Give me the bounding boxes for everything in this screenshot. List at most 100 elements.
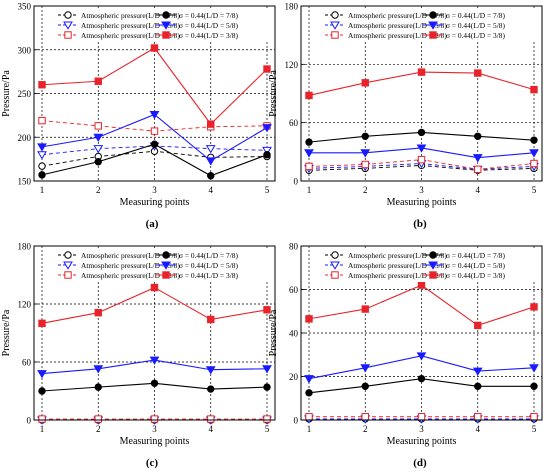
legend-label: σ = 0.44(L/D = 3/8) — [179, 271, 238, 280]
x-tick-label: 3 — [419, 424, 424, 434]
y-tick-label: 180 — [285, 2, 299, 12]
y-tick-label: 60 — [289, 118, 299, 128]
chart-panel-2: 0 60 120 180 1 2 3 4 5 Atmospheric pressure(L/D =… — [268, 2, 543, 230]
data-point — [304, 149, 314, 158]
series-4 — [38, 140, 271, 180]
x-axis-label: Measuring points — [387, 436, 457, 447]
data-point — [530, 413, 538, 421]
data-point — [474, 382, 482, 390]
data-point — [263, 415, 271, 423]
legend-marker — [162, 271, 170, 279]
data-point — [263, 151, 271, 159]
x-tick-label: 3 — [152, 185, 157, 195]
y-tick-label: 250 — [18, 89, 32, 99]
data-point — [360, 364, 371, 373]
data-point — [305, 315, 313, 323]
data-point — [149, 356, 160, 365]
data-point — [93, 145, 104, 154]
x-tick-label: 5 — [532, 185, 537, 195]
x-tick-label: 4 — [209, 185, 214, 195]
data-point — [530, 159, 538, 168]
y-axis-label: Pressure/Pa — [1, 309, 12, 356]
y-tick-label: 120 — [285, 60, 299, 70]
data-point — [416, 352, 427, 361]
data-point — [205, 157, 216, 166]
data-point — [417, 374, 426, 383]
data-point — [361, 382, 369, 390]
legend-marker — [428, 21, 438, 30]
y-tick-label: 350 — [18, 2, 32, 12]
data-point — [93, 133, 104, 143]
data-point — [474, 132, 482, 140]
data-point — [38, 387, 46, 395]
legend-label: σ = 0.44(L/D = 7/8) — [179, 251, 238, 260]
data-point — [207, 120, 215, 128]
data-point — [150, 127, 159, 135]
legend-label: σ = 0.44(L/D = 5/8) — [446, 261, 505, 270]
chart-panel-4: 0 20 40 60 80 1 2 3 4 5 Atmospheric pressure(L/D =… — [268, 242, 543, 469]
legend-label: Atmospheric pressure(L/D = 7/8) — [348, 251, 447, 260]
legend-marker — [64, 31, 72, 39]
y-tick-label: 180 — [18, 242, 32, 252]
legend-label: σ = 0.44(L/D = 7/8) — [446, 251, 505, 260]
legend-marker — [161, 21, 171, 30]
series-4 — [305, 374, 538, 397]
panel-caption: (d) — [413, 457, 427, 469]
data-point — [263, 65, 271, 73]
data-point — [417, 128, 426, 137]
data-point — [361, 305, 369, 313]
series-3 — [38, 415, 271, 423]
data-point — [150, 379, 159, 387]
legend-label: σ = 0.44(L/D = 3/8) — [179, 31, 238, 40]
legend-label: σ = 0.44(L/D = 7/8) — [446, 11, 505, 20]
x-tick-label: 1 — [40, 185, 45, 195]
data-point — [150, 415, 159, 423]
legend-label: Atmospheric pressure(L/D = 7/8) — [348, 11, 447, 20]
y-axis-label: Pressure/Pa — [1, 70, 12, 117]
data-point — [37, 151, 47, 160]
panel-caption: (a) — [146, 218, 159, 230]
data-point — [360, 149, 371, 158]
data-point — [474, 321, 482, 330]
data-point — [263, 306, 271, 314]
data-point — [94, 77, 102, 85]
x-tick-label: 4 — [209, 424, 214, 434]
data-point — [474, 413, 482, 421]
data-point — [262, 365, 272, 374]
legend-label: Atmospheric pressure(L/D = 3/8) — [81, 271, 180, 280]
x-axis-label: Measuring points — [120, 197, 190, 208]
legend-marker — [162, 11, 170, 19]
data-point — [38, 162, 46, 170]
data-point — [150, 283, 159, 292]
series-6 — [305, 68, 538, 100]
data-point — [529, 149, 539, 158]
legend-label: Atmospheric pressure(L/D = 5/8) — [81, 21, 180, 30]
data-point — [417, 68, 426, 76]
legend-marker — [64, 271, 72, 279]
x-tick-label: 1 — [40, 424, 45, 434]
legend-label: Atmospheric pressure(L/D = 3/8) — [81, 31, 180, 40]
data-point — [304, 375, 314, 384]
series-5 — [304, 144, 539, 163]
data-point — [38, 171, 46, 179]
data-point — [38, 319, 46, 328]
data-point — [530, 382, 538, 390]
chart-panel-1: 150 200 250 300 350 1 2 3 4 5 Atmospheric pressure… — [1, 2, 276, 230]
data-point — [94, 415, 102, 423]
data-point — [93, 365, 104, 374]
data-point — [262, 124, 272, 133]
chart-panel-3: 0 60 120 180 1 2 3 4 5 Atmospheric pressure(L/D =… — [1, 242, 276, 469]
legend-label: σ = 0.44(L/D = 3/8) — [446, 271, 505, 280]
data-point — [149, 111, 160, 120]
data-point — [305, 91, 313, 100]
y-tick-label: 60 — [289, 285, 299, 295]
y-tick-label: 40 — [289, 329, 299, 339]
legend-label: σ = 0.44(L/D = 3/8) — [446, 31, 505, 40]
y-tick-label: 120 — [18, 300, 32, 310]
legend-marker — [63, 21, 73, 30]
series-6 — [305, 281, 538, 330]
data-point — [472, 367, 483, 376]
x-axis-label: Measuring points — [387, 197, 457, 208]
series-6 — [38, 44, 271, 128]
